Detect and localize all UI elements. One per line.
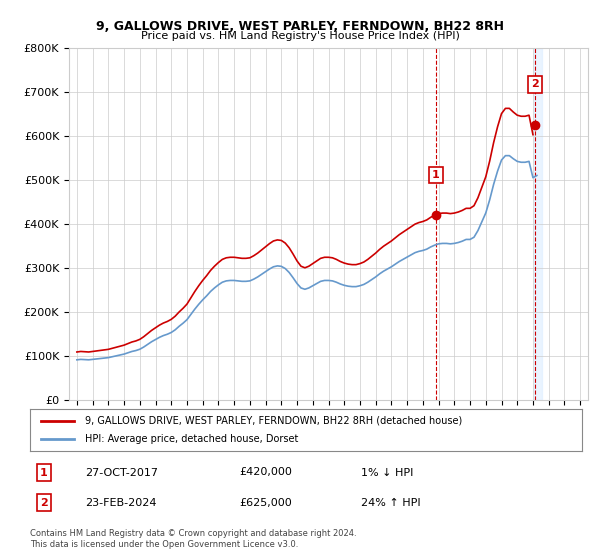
Text: 1: 1 xyxy=(432,170,440,180)
Text: 23-FEB-2024: 23-FEB-2024 xyxy=(85,498,157,508)
Text: Price paid vs. HM Land Registry's House Price Index (HPI): Price paid vs. HM Land Registry's House … xyxy=(140,31,460,41)
Text: 2: 2 xyxy=(40,498,47,508)
Text: £420,000: £420,000 xyxy=(240,468,293,478)
Text: HPI: Average price, detached house, Dorset: HPI: Average price, detached house, Dors… xyxy=(85,434,299,444)
Text: 27-OCT-2017: 27-OCT-2017 xyxy=(85,468,158,478)
Bar xyxy=(534,48,542,400)
Text: 9, GALLOWS DRIVE, WEST PARLEY, FERNDOWN, BH22 8RH: 9, GALLOWS DRIVE, WEST PARLEY, FERNDOWN,… xyxy=(96,20,504,32)
Text: Contains HM Land Registry data © Crown copyright and database right 2024.
This d: Contains HM Land Registry data © Crown c… xyxy=(30,529,356,549)
Text: £625,000: £625,000 xyxy=(240,498,293,508)
Text: 2: 2 xyxy=(531,80,539,90)
Text: 24% ↑ HPI: 24% ↑ HPI xyxy=(361,498,421,508)
Text: 1% ↓ HPI: 1% ↓ HPI xyxy=(361,468,413,478)
Text: 9, GALLOWS DRIVE, WEST PARLEY, FERNDOWN, BH22 8RH (detached house): 9, GALLOWS DRIVE, WEST PARLEY, FERNDOWN,… xyxy=(85,416,463,426)
Text: 1: 1 xyxy=(40,468,47,478)
